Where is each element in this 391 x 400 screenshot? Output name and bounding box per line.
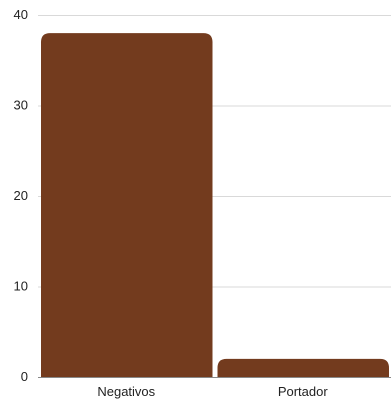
bars [41,33,389,377]
y-tick-label: 40 [14,7,28,22]
y-tick-label: 20 [14,188,28,203]
y-tick-label: 10 [14,279,28,294]
bar-negativos [41,33,213,377]
x-tick-label-portador: Portador [278,384,329,399]
x-tick-labels: Negativos Portador [97,384,328,399]
bar-portador [217,358,389,377]
y-tick-label: 0 [21,369,28,384]
y-tick-label: 30 [14,98,28,113]
y-tick-labels: 0 10 20 30 40 [14,7,28,384]
x-tick-label-negativos: Negativos [97,384,155,399]
